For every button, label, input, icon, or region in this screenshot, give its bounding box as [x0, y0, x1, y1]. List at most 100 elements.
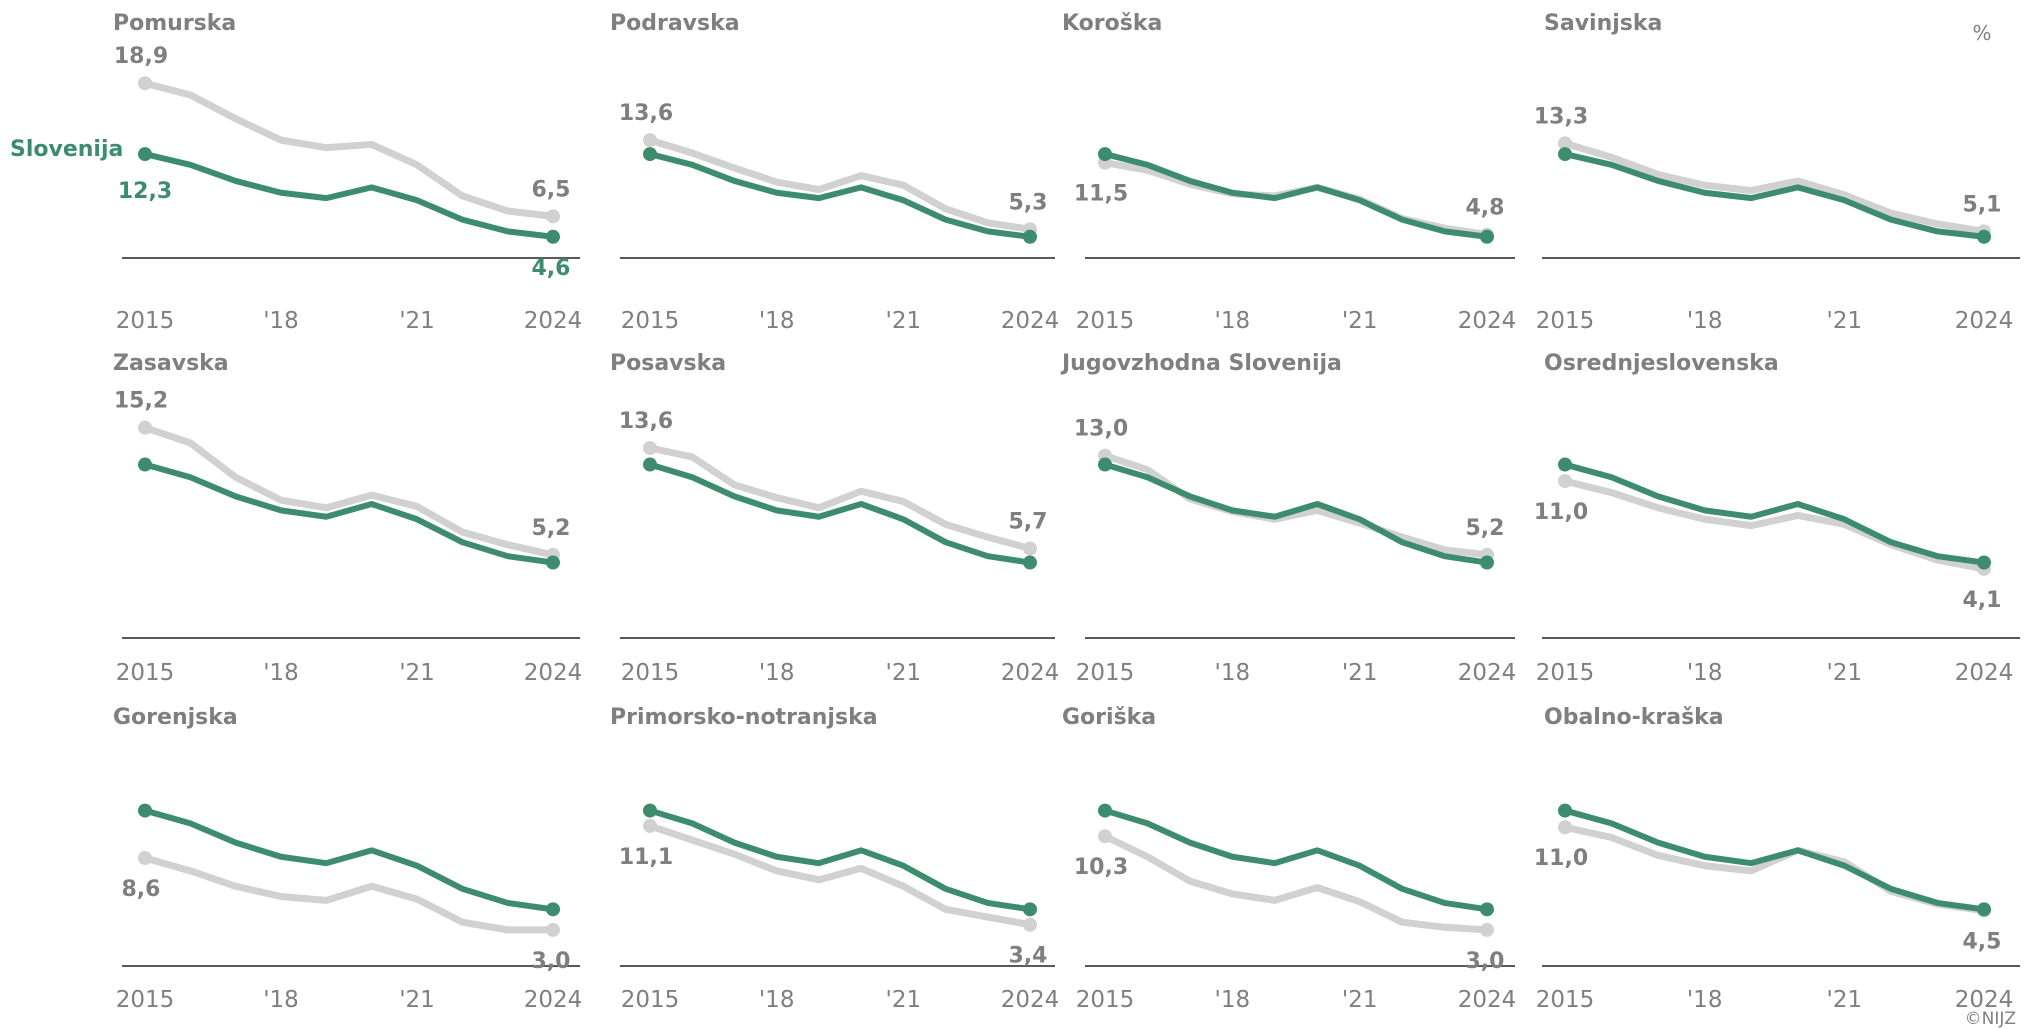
panel-title: Koroška [1062, 11, 1162, 36]
region-last-value-label: 6,5 [532, 177, 571, 202]
x-tick-label: '21 [1342, 987, 1378, 1013]
national-endpoint [138, 803, 152, 818]
region-first-value-label: 11,0 [1534, 500, 1588, 525]
x-tick-label: '18 [263, 660, 299, 686]
x-tick-label: 2015 [116, 987, 175, 1013]
national-endpoint [1098, 803, 1112, 818]
x-tick-label: '21 [399, 660, 435, 686]
region-first-value-label: 11,0 [1534, 846, 1588, 871]
region-last-value-label: 3,0 [532, 949, 571, 974]
region-first-value-label: 15,2 [114, 389, 168, 414]
panel-title: Osrednjeslovenska [1544, 351, 1779, 376]
region-first-value-label: 11,5 [1074, 182, 1128, 207]
x-tick-label: 2015 [1536, 660, 1595, 686]
national-endpoint [1480, 555, 1494, 570]
x-tick-label: '18 [1687, 987, 1723, 1013]
region-series-line [1561, 139, 1988, 235]
region-series-line [646, 444, 1034, 553]
credit-text: ©NIJZ [1965, 1009, 2016, 1029]
national-series-line [647, 151, 1033, 240]
region-series-line [646, 822, 1034, 929]
panel-savinjska: Savinjska 2015 '18 '21 2024 13,3 5,1 [1534, 11, 2020, 334]
national-series-line [1102, 151, 1490, 240]
national-endpoint [1480, 229, 1494, 244]
x-tick-label: 2015 [1536, 987, 1595, 1013]
x-tick-label: 2024 [1458, 660, 1517, 686]
region-last-value-label: 5,2 [532, 516, 571, 541]
region-endpoint [138, 76, 152, 91]
national-series-line [142, 151, 556, 240]
national-series-line [1562, 807, 1987, 913]
panel-posavska: Posavska 2015 '18 '21 2024 13,6 5,7 [610, 351, 1059, 686]
national-endpoint [546, 555, 560, 570]
region-last-value-label: 4,5 [1963, 930, 2002, 955]
x-tick-label: '18 [759, 987, 795, 1013]
national-endpoint [643, 457, 657, 472]
panel-title: Podravska [610, 11, 740, 36]
region-first-value-label: 8,6 [122, 877, 161, 902]
panel-title: Primorsko-notranjska [610, 705, 878, 730]
panel-title: Posavska [610, 351, 726, 376]
region-endpoint [138, 851, 152, 866]
national-endpoint [1023, 229, 1037, 244]
x-tick-label: 2015 [116, 660, 175, 686]
x-tick-label: 2015 [621, 660, 680, 686]
x-tick-label: 2015 [1076, 660, 1135, 686]
region-last-value-label: 3,4 [1009, 944, 1048, 969]
x-tick-label: 2024 [524, 987, 583, 1013]
x-tick-label: 2024 [1001, 660, 1060, 686]
panel-jugovzhodna-slovenija: Jugovzhodna Slovenija 2015 '18 '21 2024 13,0 5… [1060, 351, 1516, 686]
panel-title: Zasavska [113, 351, 229, 376]
region-last-value-label: 4,8 [1466, 196, 1505, 221]
national-endpoint [546, 229, 560, 244]
national-series-line [142, 807, 556, 913]
panel-pomurska: Pomurska 2015 '18 '21 2024 18,9 6,5 12,3 4,6 [113, 11, 582, 334]
region-first-value-label: 13,3 [1534, 104, 1588, 129]
x-tick-label: '21 [1827, 308, 1863, 334]
region-endpoint [138, 420, 152, 435]
region-series-line [1101, 452, 1491, 559]
region-endpoint [643, 133, 657, 148]
national-endpoint [1977, 902, 1991, 917]
national-endpoint [643, 147, 657, 162]
x-tick-label: 2024 [1458, 987, 1517, 1013]
x-tick-label: 2024 [524, 660, 583, 686]
region-endpoint [1098, 829, 1112, 844]
national-endpoint [1023, 902, 1037, 917]
region-endpoint [546, 209, 560, 224]
region-last-value-label: 3,0 [1466, 949, 1505, 974]
x-tick-label: '18 [1215, 987, 1251, 1013]
region-endpoint [1558, 474, 1572, 489]
x-tick-label: '18 [1215, 308, 1251, 334]
region-series-line [141, 79, 557, 220]
national-endpoint [1558, 803, 1572, 818]
national-series-line [142, 461, 556, 566]
region-last-value-label: 5,7 [1009, 510, 1048, 535]
region-endpoint [1023, 917, 1037, 932]
national-series-line [1562, 151, 1987, 240]
panel-primorsko-notranjska: Primorsko-notranjska 2015 '18 '21 2024 11,1 3,… [610, 705, 1059, 1013]
national-endpoint [1977, 229, 1991, 244]
x-tick-label: 2015 [621, 987, 680, 1013]
region-endpoint [1480, 922, 1494, 937]
region-series-line [646, 136, 1034, 233]
panel-title: Jugovzhodna Slovenija [1060, 351, 1342, 376]
x-tick-label: '21 [1827, 660, 1863, 686]
region-first-value-label: 10,3 [1074, 855, 1128, 880]
panel-title: Pomurska [113, 11, 236, 36]
x-tick-label: 2024 [1458, 308, 1517, 334]
panel-zasavska: Zasavska 2015 '18 '21 2024 15,2 5,2 [113, 351, 582, 686]
national-series-line [1562, 461, 1987, 566]
national-last-value-label: 4,6 [532, 256, 571, 281]
region-first-value-label: 18,9 [114, 44, 168, 69]
x-tick-label: '18 [759, 660, 795, 686]
panel-koro-ka: Koroška 2015 '18 '21 2024 11,5 4,8 [1062, 11, 1516, 334]
x-tick-label: '21 [1342, 660, 1378, 686]
panel-osrednjeslovenska: Osrednjeslovenska 2015 '18 '21 2024 11,0 4,1 [1534, 351, 2020, 686]
national-series-line [1102, 807, 1490, 913]
region-first-value-label: 13,0 [1074, 417, 1128, 442]
national-endpoint [138, 147, 152, 162]
region-first-value-label: 11,1 [619, 845, 673, 870]
x-tick-label: 2024 [524, 308, 583, 334]
region-endpoint [643, 441, 657, 455]
